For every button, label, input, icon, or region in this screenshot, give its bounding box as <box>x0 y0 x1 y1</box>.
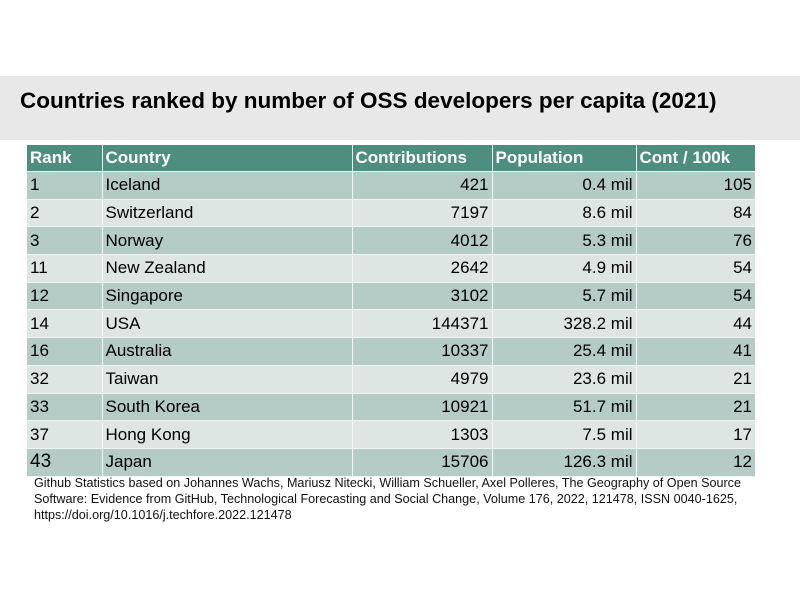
table-row: 11 New Zealand 2642 4.9 mil 54 <box>27 254 755 283</box>
cell-country: Iceland <box>102 171 353 200</box>
header-rank: Rank <box>27 145 103 172</box>
table-row: 14 USA 144371 328.2 mil 44 <box>27 309 755 339</box>
cell-cont-per-100k: 76 <box>636 226 755 256</box>
cell-population: 126.3 mil <box>492 448 637 477</box>
cell-country: Australia <box>102 337 353 366</box>
cell-rank: 2 <box>27 199 103 228</box>
cell-cont-per-100k: 41 <box>636 337 755 366</box>
cell-rank: 37 <box>27 420 103 449</box>
table-header-row: Rank Country Contributions Population Co… <box>27 145 755 172</box>
cell-cont-per-100k: 105 <box>636 171 755 200</box>
cell-contributions: 7197 <box>352 199 493 228</box>
cell-contributions: 10337 <box>352 337 493 366</box>
table-row: 43 Japan 15706 126.3 mil 12 <box>27 448 755 477</box>
cell-contributions: 4012 <box>352 226 493 256</box>
table-body: 1 Iceland 421 0.4 mil 105 2 Switzerland 7197 8.6… <box>27 171 755 477</box>
cell-population: 5.3 mil <box>492 226 637 256</box>
cell-population: 51.7 mil <box>492 393 637 422</box>
table-row: 32 Taiwan 4979 23.6 mil 21 <box>27 365 755 394</box>
table-row: 16 Australia 10337 25.4 mil 41 <box>27 337 755 366</box>
cell-rank: 32 <box>27 365 103 394</box>
cell-country: Switzerland <box>102 199 353 228</box>
cell-cont-per-100k: 54 <box>636 282 755 311</box>
ranking-table: Rank Country Contributions Population Co… <box>27 145 755 477</box>
cell-population: 23.6 mil <box>492 365 637 394</box>
cell-rank: 16 <box>27 337 103 366</box>
cell-population: 5.7 mil <box>492 282 637 311</box>
cell-contributions: 3102 <box>352 282 493 311</box>
cell-country: Hong Kong <box>102 420 353 449</box>
cell-rank: 3 <box>27 226 103 256</box>
cell-cont-per-100k: 44 <box>636 309 755 339</box>
cell-population: 0.4 mil <box>492 171 637 200</box>
cell-country: New Zealand <box>102 254 353 283</box>
cell-cont-per-100k: 21 <box>636 393 755 422</box>
cell-contributions: 144371 <box>352 309 493 339</box>
cell-rank: 43 <box>27 448 103 477</box>
cell-contributions: 15706 <box>352 448 493 477</box>
cell-rank: 14 <box>27 309 103 339</box>
cell-contributions: 4979 <box>352 365 493 394</box>
cell-cont-per-100k: 54 <box>636 254 755 283</box>
cell-rank: 33 <box>27 393 103 422</box>
cell-country: USA <box>102 309 353 339</box>
cell-contributions: 10921 <box>352 393 493 422</box>
cell-rank: 11 <box>27 254 103 283</box>
table-row: 2 Switzerland 7197 8.6 mil 84 <box>27 199 755 228</box>
cell-population: 328.2 mil <box>492 309 637 339</box>
cell-rank: 12 <box>27 282 103 311</box>
cell-cont-per-100k: 17 <box>636 420 755 449</box>
cell-cont-per-100k: 21 <box>636 365 755 394</box>
cell-country: Norway <box>102 226 353 256</box>
table-row: 12 Singapore 3102 5.7 mil 54 <box>27 282 755 311</box>
header-country: Country <box>102 145 353 172</box>
table-row: 37 Hong Kong 1303 7.5 mil 17 <box>27 420 755 449</box>
header-cont-per-100k: Cont / 100k <box>636 145 755 172</box>
cell-cont-per-100k: 84 <box>636 199 755 228</box>
cell-contributions: 421 <box>352 171 493 200</box>
cell-population: 8.6 mil <box>492 199 637 228</box>
cell-contributions: 2642 <box>352 254 493 283</box>
cell-population: 4.9 mil <box>492 254 637 283</box>
cell-country: South Korea <box>102 393 353 422</box>
title-band <box>0 76 800 140</box>
cell-country: Singapore <box>102 282 353 311</box>
table-row: 1 Iceland 421 0.4 mil 105 <box>27 171 755 200</box>
cell-country: Taiwan <box>102 365 353 394</box>
header-contributions: Contributions <box>352 145 493 172</box>
table-row: 33 South Korea 10921 51.7 mil 21 <box>27 393 755 422</box>
cell-contributions: 1303 <box>352 420 493 449</box>
cell-population: 25.4 mil <box>492 337 637 366</box>
table-row: 3 Norway 4012 5.3 mil 76 <box>27 226 755 256</box>
slide-title: Countries ranked by number of OSS develo… <box>20 88 717 113</box>
cell-population: 7.5 mil <box>492 420 637 449</box>
citation: Github Statistics based on Johannes Wach… <box>34 476 741 522</box>
cell-cont-per-100k: 12 <box>636 448 755 477</box>
cell-rank: 1 <box>27 171 103 200</box>
cell-country: Japan <box>102 448 353 477</box>
header-population: Population <box>492 145 637 172</box>
